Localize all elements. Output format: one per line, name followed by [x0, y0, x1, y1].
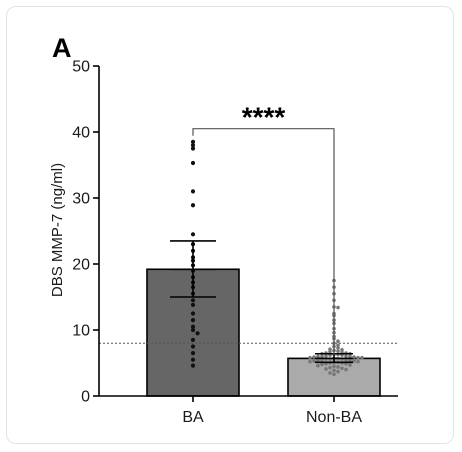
data-point — [356, 355, 360, 360]
data-point — [352, 355, 356, 359]
data-point — [336, 346, 340, 350]
data-point — [308, 355, 312, 360]
data-point — [316, 354, 320, 359]
data-point — [316, 358, 320, 363]
data-point — [356, 359, 360, 364]
y-tick-label: 50 — [72, 59, 90, 76]
y-tick-label: 10 — [72, 323, 90, 340]
data-point — [190, 327, 196, 333]
data-point — [320, 362, 324, 367]
data-point — [336, 343, 340, 347]
data-point — [190, 139, 196, 144]
y-tick-label: 30 — [72, 191, 90, 208]
data-point — [352, 359, 356, 363]
data-point — [348, 358, 352, 363]
data-point — [328, 365, 332, 370]
data-point — [190, 337, 196, 342]
data-point — [316, 363, 320, 368]
significance-label: **** — [242, 102, 286, 133]
data-point — [308, 359, 312, 364]
data-point — [324, 353, 328, 358]
data-point — [190, 298, 196, 303]
data-point — [348, 354, 352, 359]
data-point — [190, 311, 196, 316]
data-point — [190, 324, 196, 329]
data-point — [190, 318, 196, 323]
data-point — [190, 344, 196, 349]
data-point — [336, 365, 340, 369]
data-point — [190, 351, 196, 356]
x-tick-label: BA — [182, 409, 204, 426]
y-tick-label: 0 — [81, 389, 90, 406]
data-point — [332, 364, 336, 369]
data-point — [324, 367, 328, 371]
data-point — [344, 367, 348, 372]
y-tick-label: 40 — [72, 125, 90, 142]
data-point — [344, 353, 348, 358]
data-point — [190, 146, 196, 151]
data-point — [328, 349, 332, 354]
data-point — [190, 189, 196, 194]
data-point — [190, 160, 196, 166]
data-point — [332, 368, 336, 373]
significance-bracket — [192, 128, 335, 356]
data-point — [348, 363, 352, 367]
data-point — [320, 354, 324, 359]
data-point — [190, 143, 196, 148]
data-point — [190, 302, 196, 308]
data-point — [336, 339, 340, 344]
x-tick-label: Non-BA — [306, 409, 362, 426]
data-point — [190, 357, 196, 362]
y-tick-label: 20 — [72, 257, 90, 274]
data-point — [336, 305, 340, 310]
data-point — [360, 355, 364, 360]
plot-area: 0 10 20 30 40 50 BA Non-BA **** — [72, 59, 398, 426]
panel-label: A — [52, 33, 72, 63]
data-point — [328, 347, 332, 351]
data-point — [336, 349, 340, 353]
data-point — [332, 372, 336, 377]
data-point — [336, 369, 340, 374]
data-point — [190, 203, 196, 208]
data-point — [195, 331, 200, 336]
data-point — [312, 359, 316, 363]
data-point — [340, 366, 344, 371]
data-point — [340, 348, 344, 352]
data-point — [190, 363, 196, 368]
data-point — [312, 355, 316, 359]
data-point — [190, 232, 196, 237]
data-point — [328, 371, 332, 375]
y-axis-title: DBS MMP-7 (ng/ml) — [49, 163, 66, 297]
